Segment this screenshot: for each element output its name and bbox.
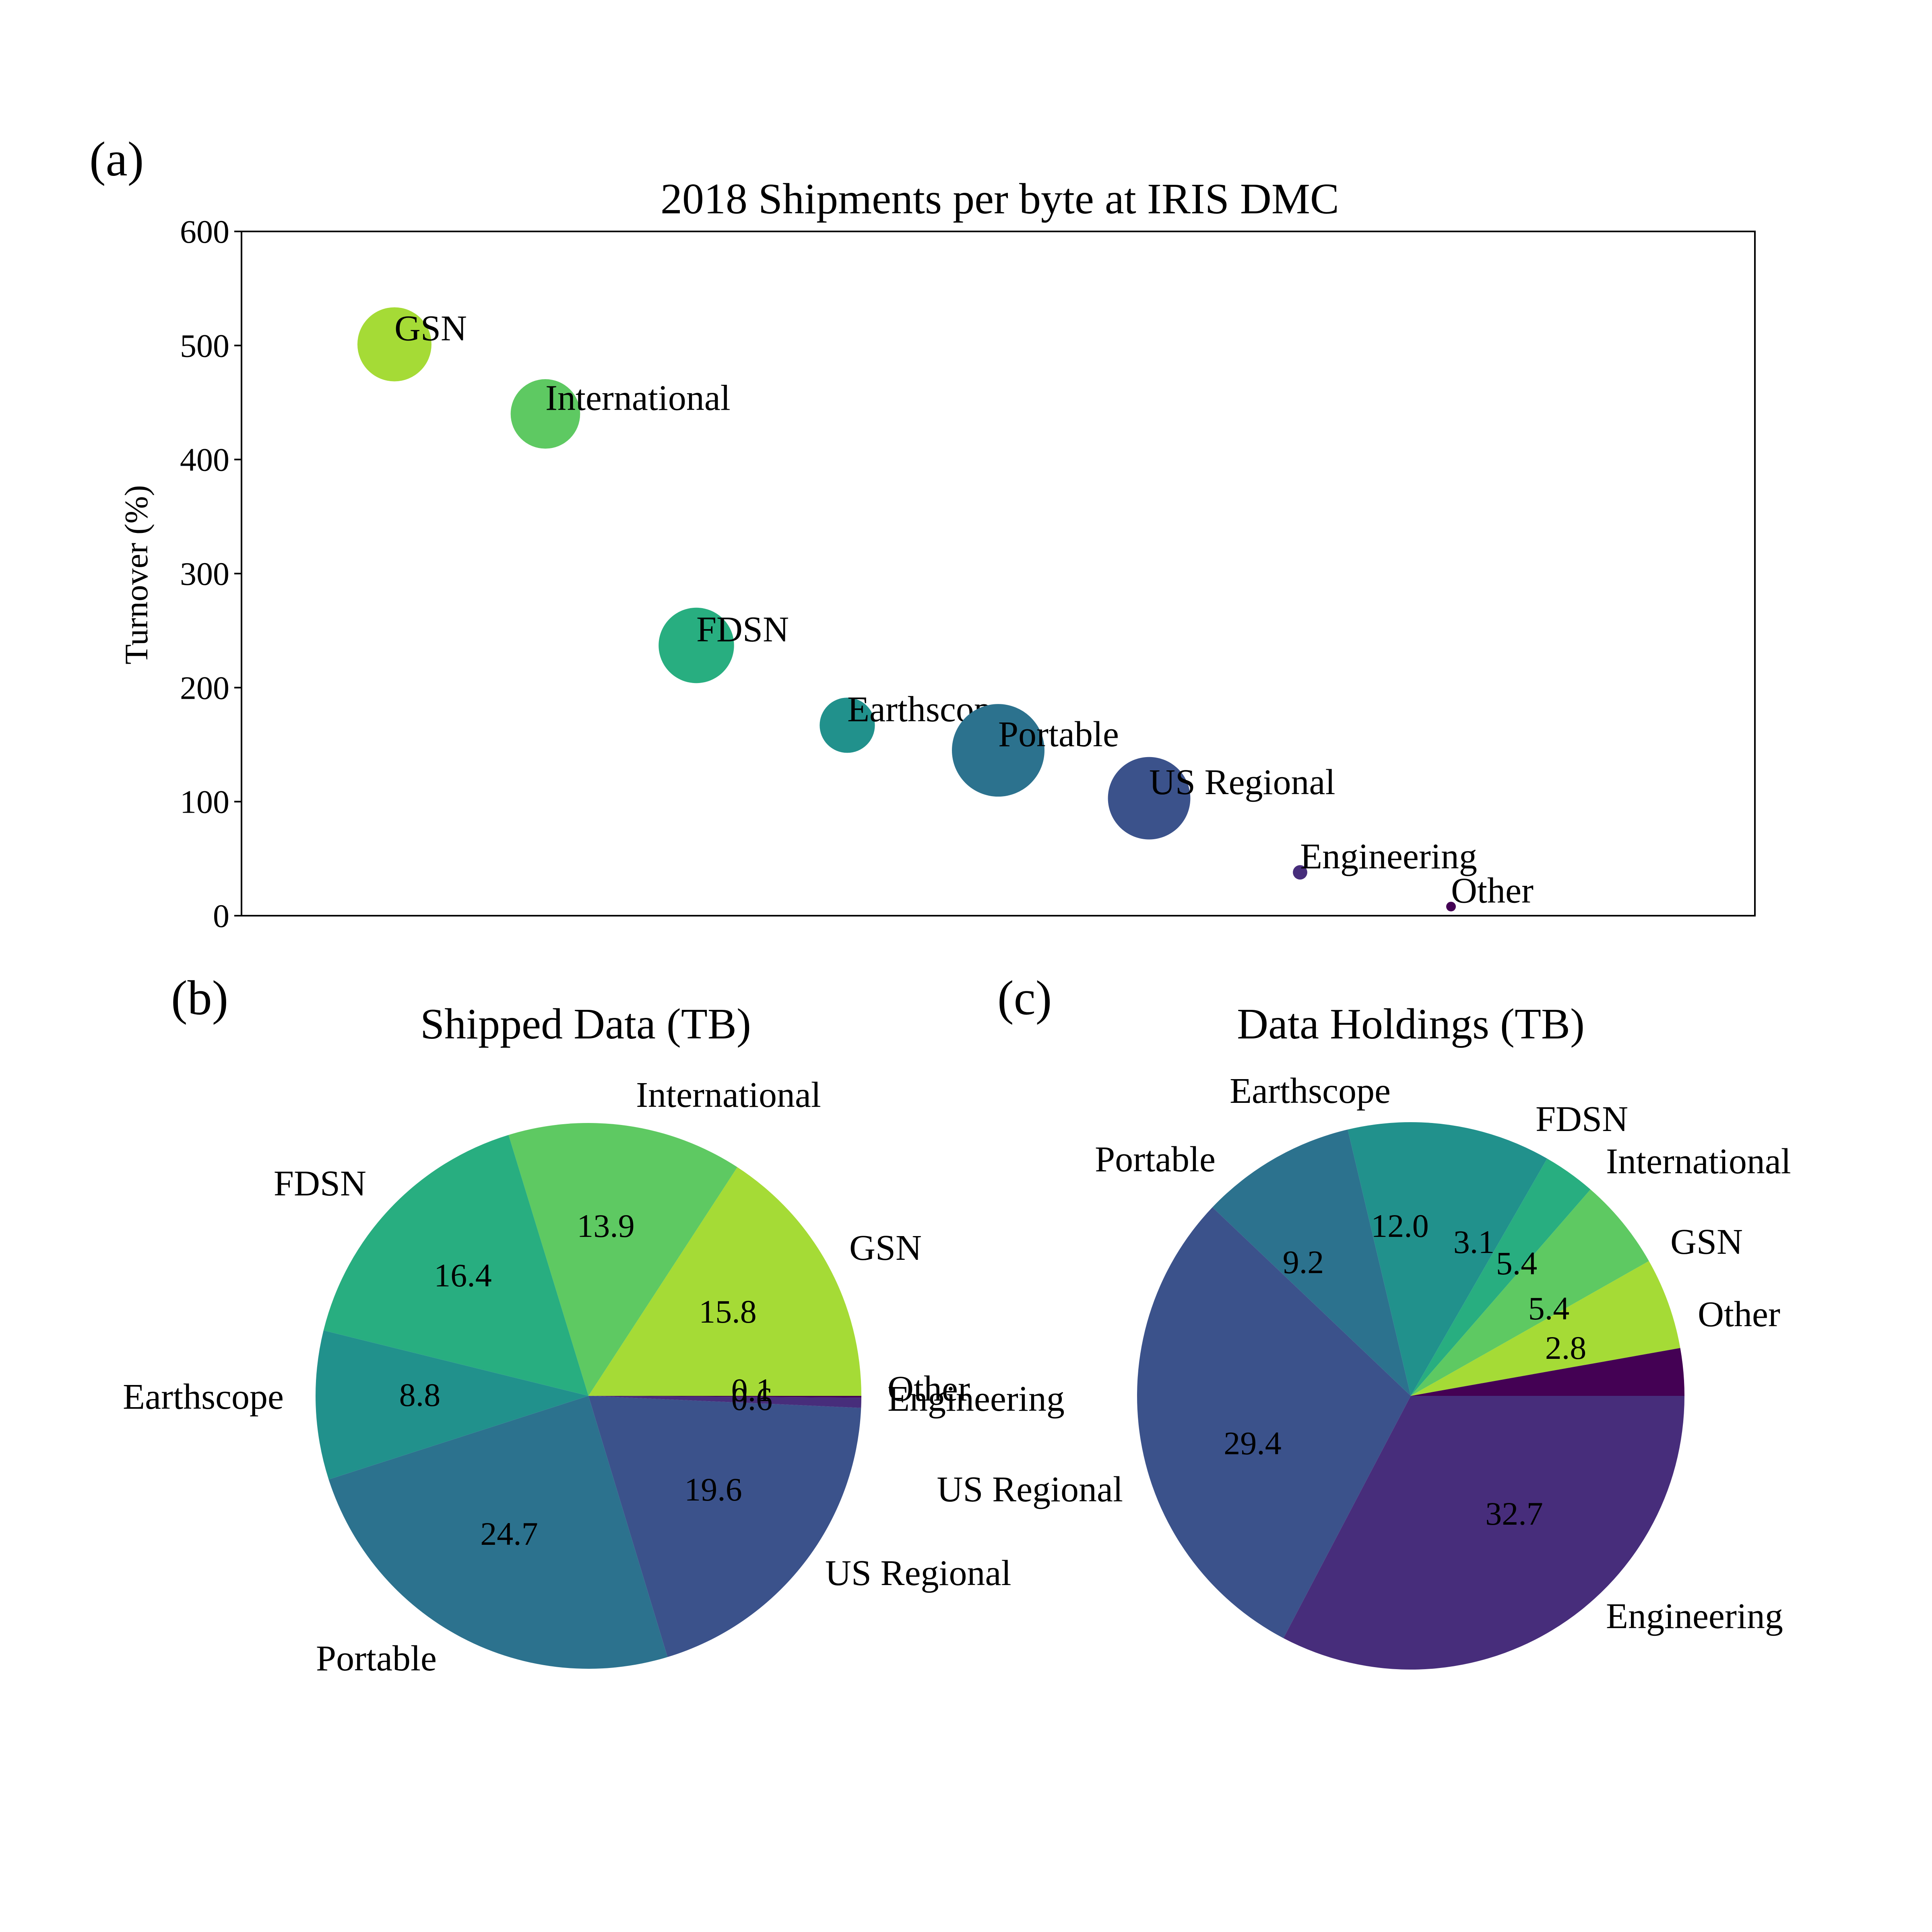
pie-slice-fdsn	[1411, 1158, 1591, 1396]
pie-slice-portable	[1212, 1129, 1411, 1396]
pie-label-gsn: GSN	[1670, 1222, 1743, 1262]
panel-label-b: (b)	[171, 971, 228, 1025]
y-tick-label: 200	[180, 669, 229, 706]
pie-label-portable: Portable	[316, 1639, 437, 1678]
pie-value-earthscope: 8.8	[399, 1377, 441, 1413]
pie-slice-other	[588, 1396, 861, 1398]
pie-value-portable: 24.7	[480, 1515, 538, 1552]
pie-label-engineering: Engineering	[1606, 1596, 1783, 1636]
pie-slice-earthscope	[1348, 1122, 1547, 1396]
pie-slice-us-regional	[1137, 1207, 1411, 1638]
pie-value-earthscope: 12.0	[1371, 1208, 1429, 1244]
scatter-point-fdsn	[658, 607, 734, 683]
data-holdings-labels: Other 2.8 GSN 5.4 International 5.4 FDSN 3.1 Ear…	[937, 1071, 1791, 1636]
pie-label-other: Other	[1698, 1294, 1780, 1334]
pie-label-fdsn: FDSN	[1536, 1099, 1628, 1139]
scatter-y-axis-label: Turnover (%)	[118, 485, 155, 665]
pie-slice-engineering	[588, 1396, 861, 1408]
scatter-point-earthscope	[819, 698, 875, 753]
pie-label-other: Other	[888, 1369, 970, 1409]
shipped-data-title: Shipped Data (TB)	[420, 1000, 751, 1048]
scatter-point-label-fdsn: FDSN	[696, 610, 789, 650]
data-holdings-slices	[1137, 1122, 1684, 1670]
pie-value-us-regional: 29.4	[1224, 1425, 1282, 1461]
scatter-point-us-regional	[1108, 757, 1191, 840]
panel-label-c: (c)	[997, 971, 1052, 1025]
pie-slice-international	[1411, 1189, 1649, 1396]
scatter-point-label-international: International	[545, 378, 731, 418]
pie-slice-international	[508, 1123, 737, 1396]
data-holdings-title: Data Holdings (TB)	[1237, 1000, 1585, 1048]
pie-label-gsn: GSN	[849, 1228, 922, 1268]
shipped-data-labels: GSN 15.8 International 13.9 FDSN 16.4 Earthsco…	[123, 1075, 1065, 1678]
y-tick-label: 600	[180, 213, 229, 250]
pie-label-engineering: Engineering	[888, 1379, 1065, 1419]
pie-value-other: 2.8	[1545, 1329, 1587, 1366]
pie-slice-other	[1411, 1348, 1684, 1396]
pie-label-portable: Portable	[1095, 1139, 1216, 1179]
y-tick-label: 0	[213, 898, 229, 934]
pie-value-us-regional: 19.6	[684, 1471, 742, 1508]
scatter-point-label-portable: Portable	[998, 714, 1119, 754]
scatter-title: 2018 Shipments per byte at IRIS DMC	[661, 175, 1339, 223]
pie-value-fdsn: 3.1	[1453, 1224, 1495, 1260]
pie-label-earthscope: Earthscope	[123, 1377, 284, 1417]
y-tick-label: 100	[180, 784, 229, 820]
scatter-chart: (a) 2018 Shipments per byte at IRIS DMC …	[89, 132, 1756, 934]
pie-value-international: 5.4	[1496, 1245, 1538, 1282]
pie-slice-gsn	[1411, 1261, 1680, 1396]
scatter-point-engineering	[1293, 865, 1307, 880]
y-tick-label: 500	[180, 327, 229, 364]
pie-value-gsn: 5.4	[1528, 1290, 1570, 1327]
panel-label-a: (a)	[89, 132, 144, 186]
scatter-y-axis: 0 100 200 300 400 500 600	[180, 213, 242, 934]
pie-label-us-regional: US Regional	[825, 1553, 1011, 1593]
pie-value-fdsn: 16.4	[434, 1257, 492, 1294]
scatter-point-gsn	[357, 307, 431, 382]
shipped-data-pie-chart: (b) Shipped Data (TB) GSN 15.8 Internation…	[123, 971, 1065, 1678]
pie-slice-portable	[328, 1396, 668, 1669]
scatter-point-label-other: Other	[1451, 871, 1534, 910]
pie-label-international: International	[1606, 1141, 1791, 1181]
pie-value-portable: 9.2	[1283, 1244, 1324, 1280]
pie-slice-engineering	[1283, 1396, 1684, 1670]
y-tick-label: 400	[180, 442, 229, 478]
scatter-point-portable	[952, 704, 1044, 797]
pie-slice-us-regional	[588, 1396, 861, 1657]
pie-label-us-regional: US Regional	[937, 1470, 1123, 1509]
pie-value-gsn: 15.8	[699, 1293, 757, 1330]
scatter-point-international	[510, 379, 580, 449]
data-holdings-pie-chart: (c) Data Holdings (TB) Other 2.8 GSN 5.4 Int…	[937, 971, 1791, 1670]
pie-label-earthscope: Earthscope	[1230, 1071, 1391, 1111]
y-tick-label: 300	[180, 555, 229, 592]
scatter-points: GSNInternationalFDSNEarthscopePortableUS…	[357, 307, 1534, 912]
pie-value-international: 13.9	[577, 1208, 635, 1244]
pie-slice-earthscope	[315, 1330, 588, 1480]
pie-slice-fdsn	[323, 1135, 588, 1396]
scatter-point-label-gsn: GSN	[394, 309, 467, 349]
pie-value-other: 0.1	[731, 1372, 773, 1408]
pie-value-engineering: 32.7	[1485, 1495, 1543, 1532]
pie-label-international: International	[636, 1075, 821, 1115]
pie-value-engineering: 0.6	[731, 1381, 773, 1417]
shipped-data-slices	[315, 1123, 861, 1669]
pie-slice-gsn	[588, 1167, 861, 1396]
scatter-point-label-engineering: Engineering	[1300, 836, 1477, 876]
scatter-point-label-us-regional: US Regional	[1149, 762, 1335, 802]
pie-label-fdsn: FDSN	[274, 1164, 366, 1203]
scatter-point-other	[1446, 902, 1456, 912]
